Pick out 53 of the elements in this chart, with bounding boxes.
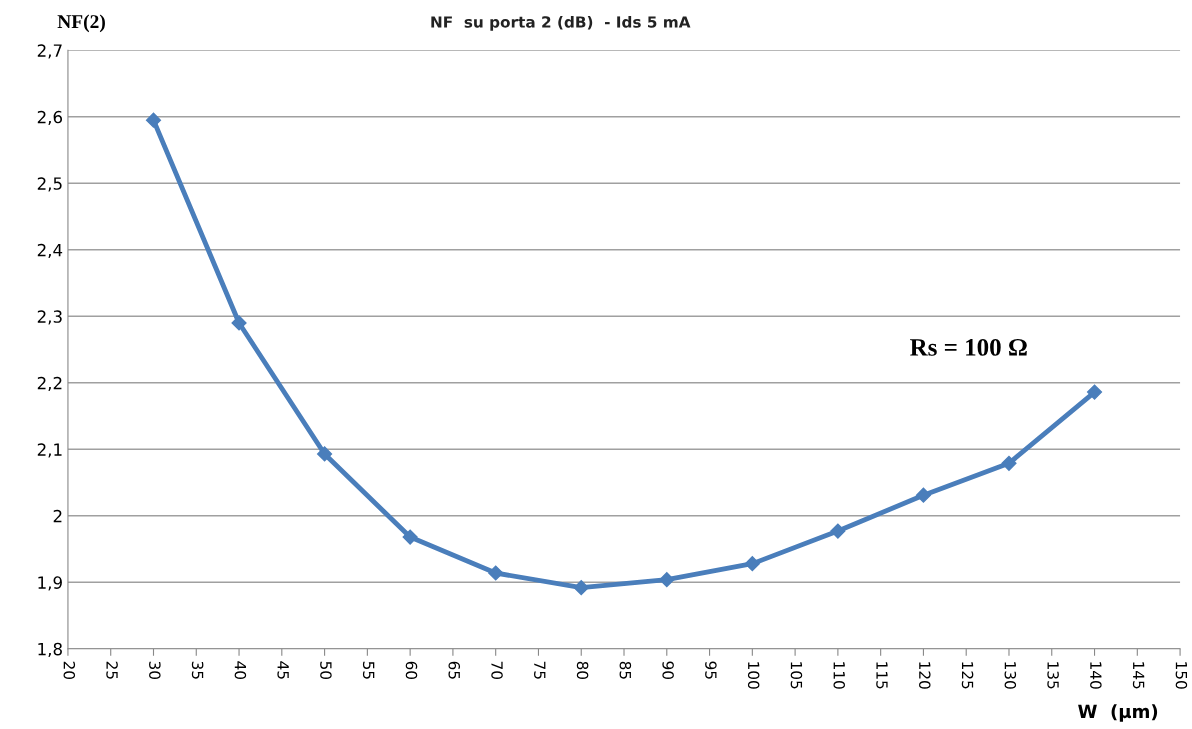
- y-tick-label: 2,7: [37, 44, 62, 59]
- x-tick-label: 75: [534, 661, 546, 679]
- x-tick-label: 35: [191, 661, 204, 679]
- x-tick-label: 85: [619, 661, 632, 679]
- x-tick-label: 60: [405, 661, 418, 680]
- point: [659, 572, 675, 588]
- x-tick-label: 50: [320, 661, 332, 680]
- point: [573, 580, 589, 596]
- y-tick-label: 1,8: [38, 642, 62, 658]
- x-tick-label: 95: [705, 661, 717, 679]
- point: [744, 556, 760, 572]
- x-tick-label: 140: [1090, 662, 1102, 689]
- point: [488, 565, 504, 581]
- y-tick-label: 2,6: [37, 110, 63, 126]
- x-axis-title: W (µm): [1078, 704, 1158, 722]
- x-tick-label: 130: [1004, 662, 1017, 689]
- point: [145, 112, 162, 128]
- y-tick-label: 2: [53, 509, 62, 523]
- x-tick-label: 65: [448, 661, 461, 679]
- point: [830, 523, 846, 539]
- x-tick-label: 110: [833, 662, 846, 689]
- x-tick-label: 45: [277, 661, 289, 679]
- y-tick-label: 2,2: [37, 376, 62, 392]
- y-axis-title: NF(2): [57, 14, 105, 33]
- point: [1001, 455, 1017, 471]
- y-tick-label: 2,4: [37, 243, 63, 259]
- point: [231, 315, 247, 331]
- point: [402, 529, 418, 545]
- y-tick-label: 2,1: [37, 443, 62, 458]
- point: [1086, 384, 1103, 400]
- x-tick-label: 115: [876, 662, 888, 689]
- x-tick-label: 20: [63, 661, 76, 680]
- x-tick-label: 135: [1047, 662, 1059, 689]
- x-tick-label: 105: [790, 662, 803, 689]
- x-tick-label: 70: [491, 661, 503, 680]
- x-tick-label: 100: [747, 662, 760, 689]
- x-tick-label: 145: [1132, 662, 1145, 689]
- x-tick-label: 55: [362, 661, 375, 679]
- x-tick-label: 90: [662, 661, 674, 680]
- chart-title: NF su porta 2 (dB) - Ids 5 mA: [431, 15, 691, 31]
- x-tick-label: 120: [919, 662, 931, 689]
- x-tick-label: 125: [961, 662, 974, 689]
- x-tick-label: 25: [106, 661, 118, 679]
- x-tick-label: 30: [149, 661, 161, 680]
- point: [915, 487, 932, 503]
- point: [317, 446, 333, 462]
- y-tick-label: 2,5: [37, 177, 62, 192]
- y-tick-label: 2,3: [37, 310, 62, 325]
- x-tick-label: 40: [234, 661, 247, 680]
- y-tick-label: 1,9: [38, 576, 62, 591]
- x-tick-label: 150: [1175, 662, 1188, 689]
- annotation: Rs = 100 Ω: [910, 338, 1027, 356]
- x-tick-label: 80: [576, 661, 589, 680]
